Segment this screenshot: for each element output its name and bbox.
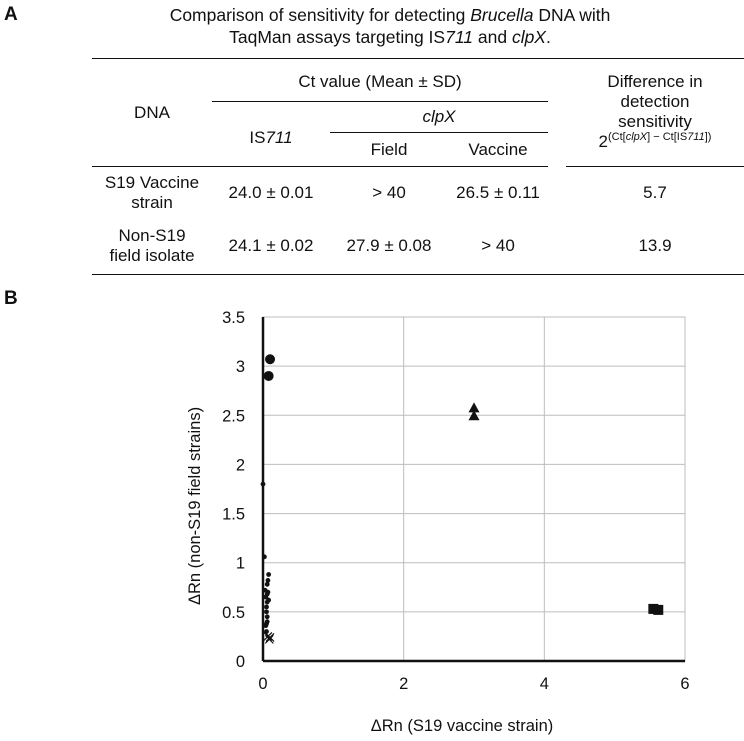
- point-dot: [264, 591, 270, 597]
- row-is711: 24.0 ± 0.01: [228, 182, 314, 202]
- caption-line-1: Comparison of sensitivity for detecting …: [169, 5, 611, 25]
- axes: [261, 317, 685, 663]
- y-tick-label: 0: [236, 653, 245, 671]
- panel-b-label: B: [4, 288, 18, 309]
- scatter-chart: 0 0.5 1 1.5 2 2.5 3 3.5 0 2 4 6 ΔRn (S19 vaccine st…: [186, 309, 690, 735]
- data-points: [260, 354, 664, 644]
- panel-a-label: A: [4, 4, 18, 25]
- point-square: [653, 604, 664, 615]
- table-row: Non-S19 field isolate 24.1 ± 0.02 27.9 ± …: [92, 218, 744, 275]
- y-tick-label: 1.5: [222, 506, 245, 524]
- x-tick-label: 6: [680, 675, 689, 693]
- row-vaccine: > 40: [448, 218, 548, 275]
- header-dna: DNA: [92, 58, 212, 167]
- point-dot: [264, 614, 270, 620]
- y-tick-label: 2.5: [222, 407, 245, 425]
- point-dot: [266, 572, 272, 577]
- point-cross: [265, 632, 275, 642]
- point-dot: [264, 609, 269, 615]
- point-dot: [263, 623, 269, 629]
- point-dot: [266, 597, 272, 603]
- y-tick-label: 2: [236, 456, 245, 474]
- y-axis-label: ΔRn (non-S19 field strains): [186, 407, 204, 605]
- header-field: Field: [330, 132, 448, 167]
- header-vaccine: Vaccine: [448, 132, 548, 167]
- point-dot: [264, 581, 270, 587]
- grid: [262, 316, 686, 662]
- row-dna-label: S19 Vaccine strain: [104, 172, 200, 212]
- y-tick-label: 0.5: [222, 604, 245, 622]
- comparison-table: DNA Ct value (Mean ± SD) Difference in d…: [92, 58, 744, 275]
- header-ct-value: Ct value (Mean ± SD): [212, 58, 548, 102]
- point-triangle: [468, 410, 480, 421]
- header-clpx: clpX: [330, 101, 548, 133]
- y-tick-label: 3: [236, 358, 245, 376]
- point-dot: [264, 629, 269, 634]
- point-dot: [264, 604, 269, 610]
- x-tick-label: 0: [258, 675, 267, 693]
- point-dot: [265, 578, 271, 583]
- x-axis-label: ΔRn (S19 vaccine strain): [371, 717, 554, 735]
- header-is711: IS711: [212, 101, 330, 167]
- row-is711: 24.1 ± 0.02: [212, 218, 330, 275]
- row-vaccine: 26.5 ± 0.11: [456, 182, 540, 202]
- caption-line-2: TaqMan assays targeting IS711 and clpX.: [229, 27, 551, 47]
- diff-formula: 2(Ct[clpX] − Ct[IS711]): [598, 130, 712, 151]
- point-dot: [262, 554, 267, 560]
- point-circle: [265, 354, 276, 365]
- row-diff: 5.7: [643, 182, 667, 202]
- point-circle: [263, 370, 274, 381]
- x-tick-label: 2: [399, 675, 408, 693]
- plot-border: [262, 316, 686, 662]
- table-row: S19 Vaccine strain 24.0 ± 0.01 > 40 26.5 …: [92, 167, 744, 219]
- header-difference: Difference in detection sensitivity 2(Ct…: [566, 58, 744, 167]
- y-tick-label: 1: [236, 555, 245, 573]
- point-cross: [263, 632, 273, 641]
- row-diff: 13.9: [566, 218, 744, 275]
- point-cross: [264, 634, 274, 644]
- point-triangle: [468, 402, 480, 413]
- table-caption: Comparison of sensitivity for detecting …: [130, 4, 650, 48]
- row-field: 27.9 ± 0.08: [330, 218, 448, 275]
- row-dna-label: Non-S19 field isolate: [92, 218, 212, 275]
- tick-labels: 0 0.5 1 1.5 2 2.5 3 3.5 0 2 4 6: [222, 309, 690, 693]
- row-field: > 40: [372, 182, 406, 202]
- x-tick-label: 4: [540, 675, 549, 693]
- y-tick-label: 3.5: [222, 309, 245, 327]
- point-dot: [260, 481, 266, 487]
